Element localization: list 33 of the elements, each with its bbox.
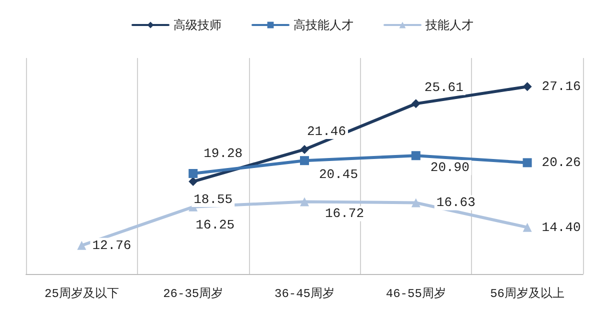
legend-label: 技能人才 — [424, 18, 474, 32]
point — [300, 197, 309, 206]
point — [522, 82, 532, 92]
data-label: 25.61 — [424, 80, 464, 96]
data-label: 27.16 — [542, 79, 581, 94]
point — [522, 222, 532, 232]
data-label: 12.76 — [92, 238, 132, 253]
data-label: 16.63 — [436, 195, 476, 210]
point — [522, 158, 532, 168]
x-tick-label: 26-35周岁 — [163, 287, 224, 301]
legend-label: 高级技师 — [174, 18, 222, 32]
data-label: 19.28 — [204, 146, 243, 161]
data-label: 16.72 — [324, 206, 364, 222]
data-label: 21.46 — [306, 124, 346, 139]
x-tick-label: 56周岁及以上 — [490, 287, 565, 301]
x-tick-label: 46-55周岁 — [386, 287, 446, 301]
point — [411, 151, 420, 160]
data-label: 18.55 — [194, 192, 233, 208]
point — [188, 177, 198, 186]
point — [300, 144, 309, 154]
point — [77, 240, 86, 250]
x-tick-label: 36-45周岁 — [274, 287, 335, 301]
data-label: 16.25 — [196, 217, 235, 232]
data-label: 20.26 — [542, 155, 581, 170]
x-tick-label: 25周岁及以下 — [44, 287, 119, 301]
point — [188, 169, 198, 178]
data-label: 20.90 — [430, 160, 470, 176]
legend-label: 高技能人才 — [294, 18, 354, 32]
point — [411, 99, 420, 108]
point — [300, 156, 309, 166]
data-label: 20.45 — [318, 167, 358, 182]
point — [411, 198, 420, 208]
data-label: 14.40 — [542, 220, 581, 235]
